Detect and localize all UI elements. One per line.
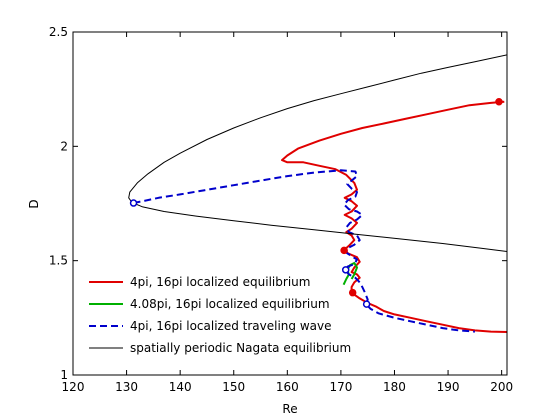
x-axis-label: Re <box>282 402 297 416</box>
x-tick-label: 140 <box>169 380 192 394</box>
y-tick-label: 1 <box>60 368 68 382</box>
axis-ticks: 120 130 140 150 160 170 180 190 200 1 1.5 2 2.5 <box>49 25 513 394</box>
legend-label-2: 4.08pi, 16pi localized equilibrium <box>130 297 330 311</box>
x-tick-label: 150 <box>222 380 245 394</box>
marker-point-5 <box>341 266 350 274</box>
x-tick-label: 170 <box>329 380 352 394</box>
marker-point-2 <box>340 246 348 255</box>
marker-point-3 <box>348 288 357 297</box>
series-line-3 <box>133 169 475 333</box>
x-tick-label: 120 <box>62 380 85 394</box>
x-tick-label: 180 <box>383 380 406 394</box>
x-tick-label: 200 <box>490 380 513 394</box>
legend: 4pi, 16pi localized equilibrium 4.08pi, 1… <box>89 275 351 355</box>
legend-label-1: 4pi, 16pi localized equilibrium <box>130 275 310 289</box>
x-tick-label: 160 <box>276 380 299 394</box>
marker-point-1 <box>495 97 503 106</box>
y-tick-label: 2 <box>60 139 68 153</box>
plot-area <box>128 54 507 333</box>
legend-label-3: 4pi, 16pi localized traveling wave <box>130 319 332 333</box>
axes-frame <box>72 31 508 376</box>
x-tick-label: 190 <box>437 380 460 394</box>
y-tick-label: 2.5 <box>49 25 68 39</box>
marker-point-6 <box>362 300 371 308</box>
series-line-1 <box>281 100 507 333</box>
x-tick-label: 130 <box>115 380 138 394</box>
y-axis-label: D <box>27 199 41 208</box>
y-tick-label: 1.5 <box>49 254 68 268</box>
series-line-4 <box>128 54 507 252</box>
legend-label-4: spatially periodic Nagata equilibrium <box>130 341 351 355</box>
marker-point-4 <box>129 199 138 207</box>
